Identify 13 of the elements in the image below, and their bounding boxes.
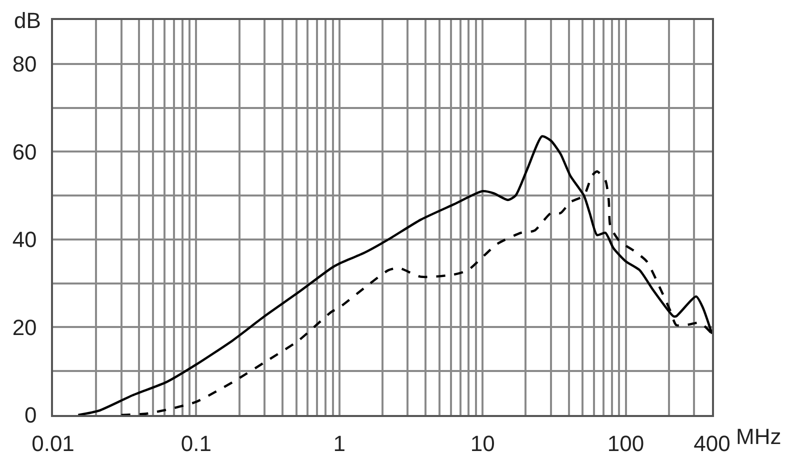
y-tick-label: 40 [12,227,37,252]
y-tick-label: 80 [12,52,37,77]
x-tick-label: 0.1 [180,431,212,456]
x-tick-label: 0.01 [32,431,74,456]
y-tick-label: 60 [12,139,37,164]
y-tick-label: 0 [24,402,37,428]
x-axis-title: MHz [736,424,782,449]
y-tick-label: 20 [12,314,37,340]
x-tick-label: 1 [333,431,346,456]
x-tick-label: 100 [607,431,644,456]
x-tick-label: 400 [694,431,730,456]
y-axis-title: dB [14,8,41,33]
x-tick-label: 10 [470,431,495,456]
